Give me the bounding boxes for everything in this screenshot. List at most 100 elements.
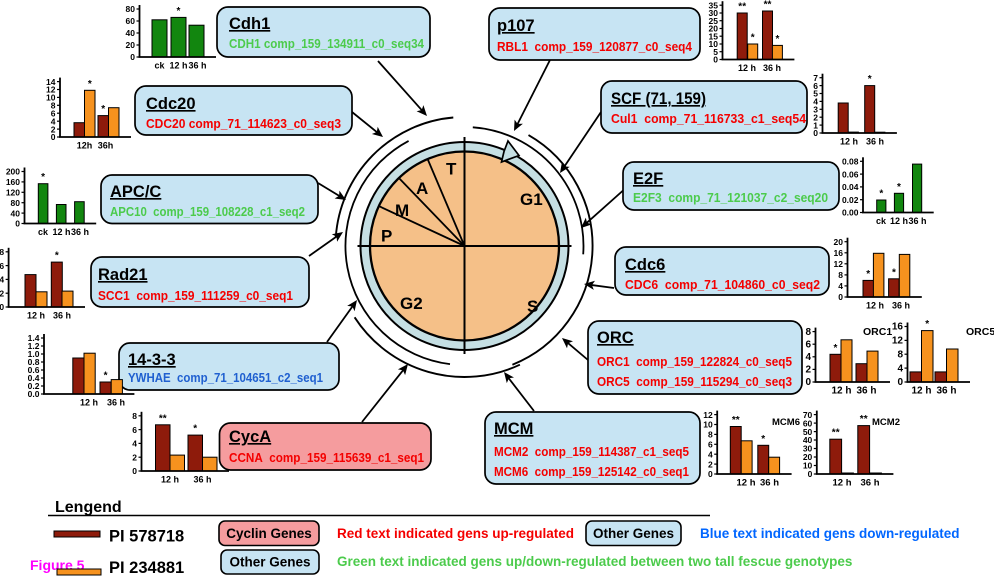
svg-text:**: **: [764, 0, 772, 11]
svg-text:CCNA comp_159_115639_c1_seq1: CCNA comp_159_115639_c1_seq1: [229, 450, 424, 465]
svg-text:120: 120: [6, 188, 20, 198]
svg-text:0: 0: [51, 132, 56, 142]
svg-text:0: 0: [813, 128, 818, 138]
svg-text:36 h: 36 h: [760, 478, 779, 489]
svg-text:Other Genes: Other Genes: [229, 555, 310, 570]
svg-text:0: 0: [15, 219, 20, 229]
svg-text:*: *: [834, 343, 838, 354]
svg-text:20: 20: [126, 40, 136, 50]
svg-text:PI 234881: PI 234881: [109, 559, 184, 577]
svg-text:12 h: 12 h: [840, 137, 858, 147]
svg-text:0: 0: [0, 302, 4, 312]
svg-text:200: 200: [6, 167, 20, 177]
svg-text:12 h: 12 h: [52, 227, 70, 237]
svg-text:Rad21: Rad21: [98, 266, 148, 284]
svg-text:12 h: 12 h: [831, 386, 851, 397]
svg-text:PI 578718: PI 578718: [109, 528, 184, 546]
svg-text:**: **: [832, 428, 840, 439]
svg-text:36 h: 36 h: [892, 301, 910, 311]
svg-text:0.00: 0.00: [842, 208, 859, 218]
svg-text:40: 40: [11, 208, 21, 218]
svg-text:14-3-3: 14-3-3: [128, 351, 176, 369]
svg-text:25: 25: [709, 16, 719, 26]
svg-text:SCC1 comp_159_111259_c0_seq1: SCC1 comp_159_111259_c0_seq1: [98, 288, 293, 303]
svg-text:A: A: [416, 179, 428, 198]
svg-text:*: *: [761, 434, 765, 445]
svg-text:0.06: 0.06: [842, 169, 859, 179]
svg-text:Cul1 comp_71_116733_c1_seq54: Cul1 comp_71_116733_c1_seq54: [611, 111, 807, 126]
svg-text:1: 1: [813, 120, 818, 130]
svg-text:8: 8: [0, 247, 4, 257]
svg-text:MCM2 comp_159_114387_c1_seq5: MCM2 comp_159_114387_c1_seq5: [494, 444, 689, 459]
svg-text:36 h: 36 h: [936, 386, 956, 397]
svg-text:6: 6: [0, 261, 4, 271]
svg-text:5: 5: [713, 47, 718, 57]
svg-text:1.4: 1.4: [28, 333, 40, 343]
svg-text:6: 6: [708, 440, 713, 450]
svg-text:36 h: 36 h: [71, 227, 89, 237]
svg-text:12: 12: [892, 336, 904, 347]
svg-text:12: 12: [703, 410, 713, 420]
svg-text:0: 0: [897, 377, 903, 388]
svg-text:S: S: [527, 297, 538, 316]
svg-text:4: 4: [708, 449, 713, 459]
svg-text:80: 80: [11, 198, 21, 208]
svg-text:36 h: 36 h: [908, 216, 926, 226]
svg-text:**: **: [159, 413, 167, 424]
svg-text:SCF (71, 159): SCF (71, 159): [611, 90, 706, 108]
svg-text:3: 3: [813, 105, 818, 115]
svg-text:36 h: 36 h: [860, 478, 879, 489]
svg-text:G1: G1: [520, 190, 543, 209]
svg-text:8: 8: [708, 430, 713, 440]
svg-text:4: 4: [805, 352, 811, 363]
svg-text:4: 4: [51, 116, 56, 126]
svg-text:0.02: 0.02: [842, 195, 859, 205]
svg-text:20: 20: [834, 237, 844, 247]
svg-text:*: *: [897, 182, 901, 193]
svg-text:p107: p107: [497, 17, 535, 35]
svg-text:MCM: MCM: [494, 420, 533, 438]
svg-text:P: P: [381, 227, 392, 246]
svg-text:10: 10: [803, 461, 813, 471]
svg-text:40: 40: [803, 435, 813, 445]
svg-text:0: 0: [808, 469, 813, 479]
svg-text:E2F3 comp_71_121037_c2_seq20: E2F3 comp_71_121037_c2_seq20: [633, 190, 828, 205]
svg-text:36 h: 36 h: [193, 475, 211, 485]
svg-text:APC10 comp_159_108228_c1_seq2: APC10 comp_159_108228_c1_seq2: [110, 204, 305, 219]
svg-text:8: 8: [805, 327, 811, 338]
svg-text:0.4: 0.4: [28, 373, 40, 383]
svg-text:12h: 12h: [77, 141, 93, 151]
svg-text:Green text indicated gens up/d: Green text indicated gens up/down-regula…: [337, 554, 852, 569]
svg-text:12 h: 12 h: [736, 478, 755, 489]
svg-text:*: *: [892, 267, 896, 278]
svg-text:Cdh1: Cdh1: [229, 15, 270, 33]
svg-text:2: 2: [132, 452, 137, 462]
svg-text:70: 70: [803, 410, 813, 420]
svg-text:12: 12: [834, 259, 844, 269]
svg-text:36 h: 36 h: [53, 311, 71, 321]
svg-text:*: *: [193, 424, 197, 435]
svg-text:0.0: 0.0: [28, 389, 40, 399]
svg-text:*: *: [868, 74, 872, 85]
svg-text:50: 50: [803, 427, 813, 437]
svg-text:30: 30: [709, 8, 719, 18]
svg-text:20: 20: [709, 24, 719, 34]
svg-text:4: 4: [813, 97, 818, 107]
svg-text:*: *: [101, 104, 105, 115]
svg-text:4: 4: [0, 275, 4, 285]
svg-text:**: **: [738, 2, 746, 13]
svg-text:12 h: 12 h: [911, 386, 931, 397]
svg-text:2: 2: [708, 459, 713, 469]
svg-text:36 h: 36 h: [763, 63, 781, 73]
svg-text:8: 8: [51, 101, 56, 111]
svg-text:36 h: 36 h: [188, 61, 206, 71]
svg-text:ORC1: ORC1: [863, 326, 892, 338]
svg-text:12 h: 12 h: [832, 478, 851, 489]
svg-text:4: 4: [132, 439, 137, 449]
svg-text:6: 6: [805, 339, 811, 350]
svg-text:Cdc20: Cdc20: [146, 95, 196, 113]
svg-text:36 h: 36 h: [866, 137, 884, 147]
svg-text:2: 2: [0, 288, 4, 298]
svg-text:60: 60: [126, 16, 136, 26]
svg-text:6: 6: [132, 425, 137, 435]
